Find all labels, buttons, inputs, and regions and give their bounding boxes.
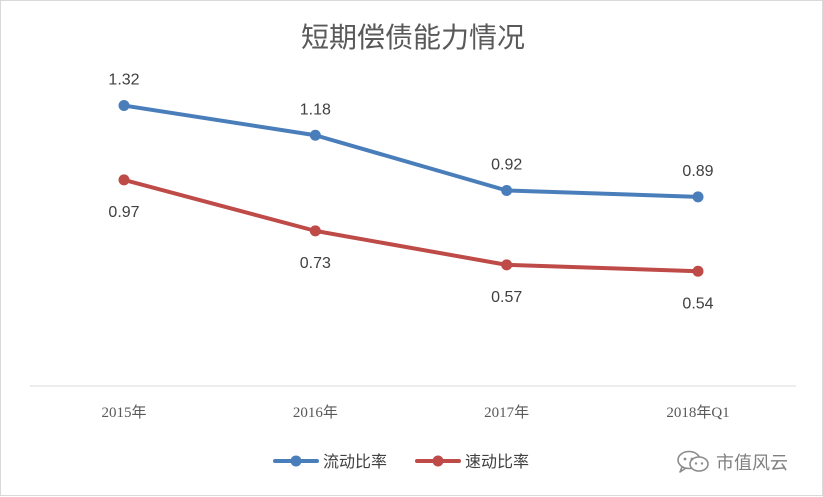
plot-area: 1.32 1.18 0.92 0.89 0.97 0.73 0.57 0.54 [108, 72, 713, 313]
legend-marker [290, 455, 302, 467]
data-label: 0.92 [491, 157, 522, 174]
data-point [501, 259, 513, 271]
series-line-2 [122, 177, 700, 274]
legend-marker [432, 455, 444, 467]
data-point [118, 174, 130, 186]
data-label: 0.57 [491, 289, 522, 306]
data-label: 1.18 [300, 101, 331, 118]
chart-title: 短期偿债能力情况 [301, 22, 525, 54]
data-point [692, 265, 704, 277]
watermark-text: 市值风云 [716, 453, 788, 474]
data-label: 1.32 [108, 72, 139, 89]
data-point [309, 225, 321, 237]
data-label: 0.89 [682, 163, 713, 180]
legend: 流动比率 速动比率 [273, 453, 529, 471]
watermark: 市值风云 [676, 447, 788, 477]
data-point [501, 185, 513, 196]
data-point [692, 191, 704, 203]
data-point [118, 100, 130, 111]
data-label: 0.97 [108, 204, 139, 221]
data-label: 0.73 [300, 255, 331, 272]
data-point [309, 129, 321, 141]
x-tick-label: 2018年Q1 [666, 404, 729, 421]
data-label: 0.54 [682, 295, 713, 312]
legend-label: 流动比率 [323, 453, 387, 471]
legend-label: 速动比率 [465, 453, 529, 471]
wechat-icon [677, 450, 709, 473]
series-line-1 [122, 103, 700, 199]
x-tick-label: 2015年 [101, 404, 146, 421]
x-tick-label: 2017年 [484, 404, 529, 421]
x-axis-labels: 2015年 2016年 2017年 2018年Q1 [101, 404, 729, 421]
x-tick-label: 2016年 [293, 404, 338, 421]
